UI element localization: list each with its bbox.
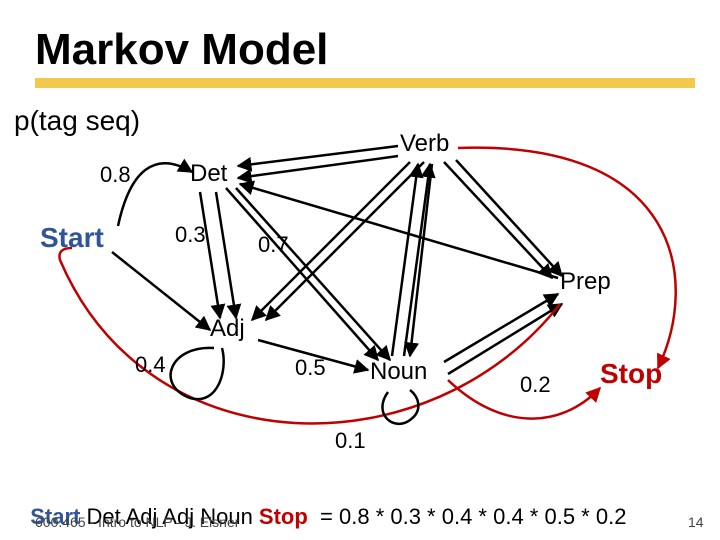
edge-prep-adj bbox=[60, 248, 561, 423]
slide-number: 14 bbox=[688, 514, 704, 530]
edge-verb-det-b bbox=[238, 146, 398, 166]
edge-label-0p3: 0.3 bbox=[175, 222, 206, 248]
edge-adj-loop bbox=[171, 348, 224, 399]
eq-stop: Stop bbox=[259, 504, 308, 529]
edge-det-adj-a bbox=[200, 192, 220, 318]
edge-start-adj bbox=[112, 252, 210, 330]
edge-label-0p4: 0.4 bbox=[135, 352, 166, 378]
node-noun: Noun bbox=[370, 358, 427, 386]
node-adj: Adj bbox=[210, 315, 245, 343]
node-prep: Prep bbox=[560, 268, 611, 296]
node-verb: Verb bbox=[400, 130, 449, 158]
edge-det-adj-b bbox=[216, 192, 236, 318]
node-start: Start bbox=[40, 222, 104, 254]
edge-label-0p5: 0.5 bbox=[295, 355, 326, 381]
edge-label-0p2: 0.2 bbox=[520, 372, 551, 398]
edge-noun-prep-b bbox=[448, 304, 562, 374]
markov-diagram bbox=[0, 0, 720, 540]
edge-noun-verb-b bbox=[404, 164, 430, 356]
edge-label-0p8: 0.8 bbox=[100, 162, 131, 188]
edge-verb-det-a bbox=[238, 156, 398, 178]
edge-noun-prep-a bbox=[444, 294, 558, 362]
eq-rhs: = 0.8 * 0.3 * 0.4 * 0.4 * 0.5 * 0.2 bbox=[308, 504, 627, 529]
edge-label-0p7: 0.7 bbox=[258, 232, 289, 258]
node-stop: Stop bbox=[600, 358, 662, 390]
edge-verb-prep-a bbox=[456, 160, 562, 276]
edge-det-noun-b bbox=[226, 188, 378, 360]
footer-course: 600.465 - Intro to NLP - J. Eisner bbox=[35, 514, 239, 530]
node-det: Det bbox=[190, 160, 227, 188]
edge-prep-det bbox=[240, 184, 558, 278]
edge-label-0p1: 0.1 bbox=[335, 428, 366, 454]
